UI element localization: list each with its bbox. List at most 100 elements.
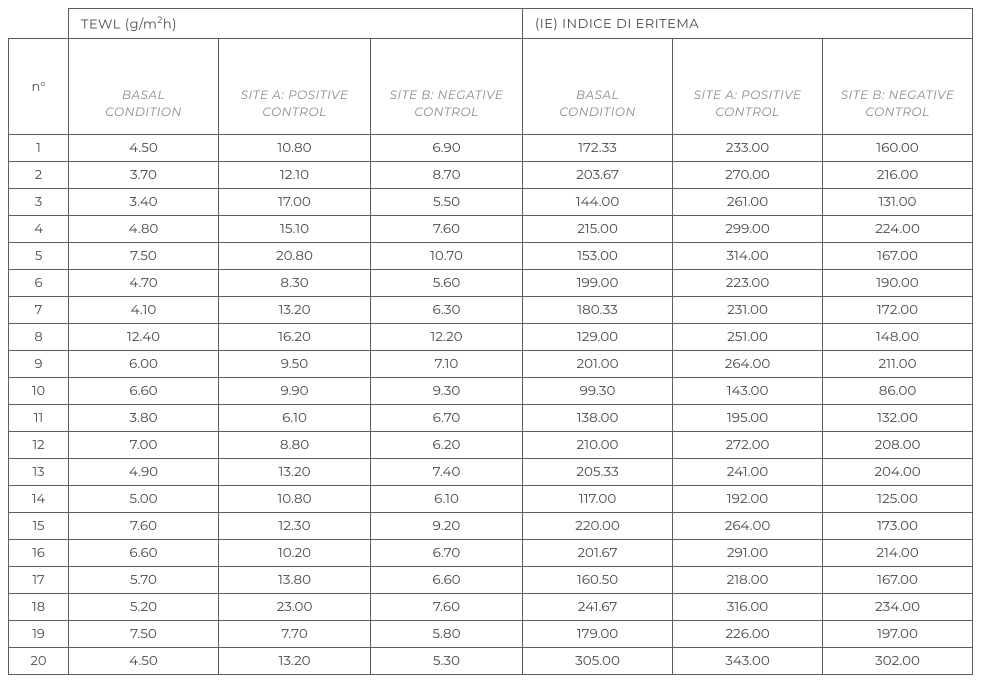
data-cell: 7.60: [69, 513, 219, 540]
row-number-cell: 15: [9, 513, 69, 540]
data-cell: 12.30: [219, 513, 371, 540]
data-cell: 216.00: [823, 162, 973, 189]
data-cell: 192.00: [673, 486, 823, 513]
data-cell: 10.20: [219, 540, 371, 567]
data-cell: 220.00: [523, 513, 673, 540]
data-cell: 143.00: [673, 378, 823, 405]
data-cell: 6.10: [219, 405, 371, 432]
data-cell: 201.00: [523, 351, 673, 378]
data-cell: 7.60: [371, 594, 523, 621]
data-cell: 13.20: [219, 459, 371, 486]
data-cell: 234.00: [823, 594, 973, 621]
data-cell: 10.80: [219, 486, 371, 513]
data-cell: 224.00: [823, 216, 973, 243]
table-row: 145.0010.806.10117.00192.00125.00: [9, 486, 973, 513]
data-cell: 5.80: [371, 621, 523, 648]
table-row: 64.708.305.60199.00223.00190.00: [9, 270, 973, 297]
data-cell: 20.80: [219, 243, 371, 270]
row-number-header: n°: [9, 39, 69, 135]
data-cell: 160.00: [823, 135, 973, 162]
data-cell: 13.20: [219, 297, 371, 324]
data-cell: 17.00: [219, 189, 371, 216]
data-cell: 270.00: [673, 162, 823, 189]
data-cell: 125.00: [823, 486, 973, 513]
data-cell: 6.70: [371, 405, 523, 432]
data-cell: 86.00: [823, 378, 973, 405]
data-cell: 7.00: [69, 432, 219, 459]
row-number-cell: 20: [9, 648, 69, 675]
table-header: TEWL (g/m2h) (IE) INDICE DI ERITEMA n° B…: [9, 9, 973, 135]
table-row: 106.609.909.3099.30143.0086.00: [9, 378, 973, 405]
data-cell: 251.00: [673, 324, 823, 351]
data-cell: 6.00: [69, 351, 219, 378]
row-number-cell: 13: [9, 459, 69, 486]
data-cell: 7.50: [69, 621, 219, 648]
corner-empty-cell: [9, 9, 69, 39]
data-cell: 314.00: [673, 243, 823, 270]
data-cell: 6.60: [69, 540, 219, 567]
sub-header-site-b-1: SITE B: NEGATIVECONTROL: [371, 39, 523, 135]
data-cell: 167.00: [823, 567, 973, 594]
data-cell: 264.00: [673, 351, 823, 378]
row-number-cell: 5: [9, 243, 69, 270]
row-number-cell: 16: [9, 540, 69, 567]
data-cell: 9.90: [219, 378, 371, 405]
row-number-cell: 4: [9, 216, 69, 243]
table-row: 57.5020.8010.70153.00314.00167.00: [9, 243, 973, 270]
data-cell: 8.80: [219, 432, 371, 459]
data-cell: 172.00: [823, 297, 973, 324]
row-number-cell: 14: [9, 486, 69, 513]
data-cell: 3.70: [69, 162, 219, 189]
table-row: 96.009.507.10201.00264.00211.00: [9, 351, 973, 378]
table-row: 197.507.705.80179.00226.00197.00: [9, 621, 973, 648]
data-cell: 208.00: [823, 432, 973, 459]
table-row: 204.5013.205.30305.00343.00302.00: [9, 648, 973, 675]
data-cell: 129.00: [523, 324, 673, 351]
data-cell: 218.00: [673, 567, 823, 594]
data-cell: 99.30: [523, 378, 673, 405]
data-cell: 5.60: [371, 270, 523, 297]
data-cell: 6.20: [371, 432, 523, 459]
data-cell: 299.00: [673, 216, 823, 243]
data-cell: 197.00: [823, 621, 973, 648]
data-cell: 3.40: [69, 189, 219, 216]
table-row: 113.806.106.70138.00195.00132.00: [9, 405, 973, 432]
data-cell: 199.00: [523, 270, 673, 297]
data-cell: 138.00: [523, 405, 673, 432]
table-row: 74.1013.206.30180.33231.00172.00: [9, 297, 973, 324]
row-number-cell: 18: [9, 594, 69, 621]
sub-header-site-b-2: SITE B: NEGATIVECONTROL: [823, 39, 973, 135]
data-cell: 195.00: [673, 405, 823, 432]
data-cell: 203.67: [523, 162, 673, 189]
data-cell: 160.50: [523, 567, 673, 594]
sub-header-site-a-2: SITE A: POSITIVECONTROL: [673, 39, 823, 135]
data-cell: 6.60: [371, 567, 523, 594]
data-cell: 144.00: [523, 189, 673, 216]
data-cell: 180.33: [523, 297, 673, 324]
data-cell: 205.33: [523, 459, 673, 486]
data-cell: 117.00: [523, 486, 673, 513]
table-row: 134.9013.207.40205.33241.00204.00: [9, 459, 973, 486]
group-header-ie: (IE) INDICE DI ERITEMA: [523, 9, 973, 39]
row-number-cell: 12: [9, 432, 69, 459]
table-row: 127.008.806.20210.00272.00208.00: [9, 432, 973, 459]
row-number-cell: 9: [9, 351, 69, 378]
data-cell: 179.00: [523, 621, 673, 648]
data-cell: 8.30: [219, 270, 371, 297]
data-cell: 7.40: [371, 459, 523, 486]
row-number-cell: 3: [9, 189, 69, 216]
data-cell: 167.00: [823, 243, 973, 270]
data-cell: 302.00: [823, 648, 973, 675]
data-cell: 7.70: [219, 621, 371, 648]
data-cell: 190.00: [823, 270, 973, 297]
data-cell: 204.00: [823, 459, 973, 486]
table-row: 185.2023.007.60241.67316.00234.00: [9, 594, 973, 621]
data-cell: 9.30: [371, 378, 523, 405]
data-cell: 16.20: [219, 324, 371, 351]
data-cell: 201.67: [523, 540, 673, 567]
data-cell: 10.80: [219, 135, 371, 162]
data-cell: 291.00: [673, 540, 823, 567]
table-row: 812.4016.2012.20129.00251.00148.00: [9, 324, 973, 351]
data-cell: 343.00: [673, 648, 823, 675]
data-cell: 173.00: [823, 513, 973, 540]
